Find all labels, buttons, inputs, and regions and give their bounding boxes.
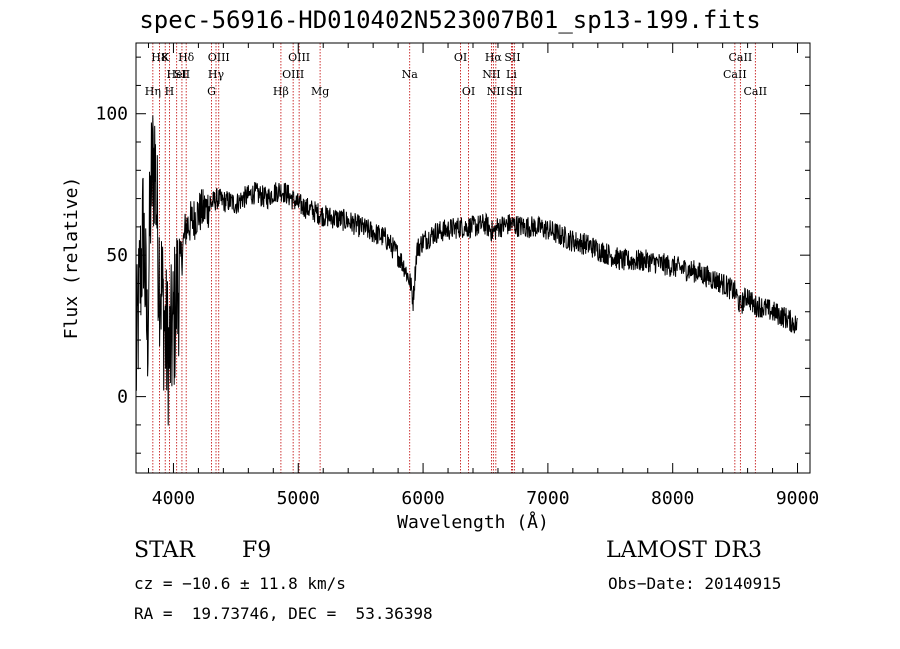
line-marker-label-22: SII	[506, 85, 522, 98]
survey-name: LAMOST DR3	[606, 538, 762, 563]
x-tick-label-2: 6000	[401, 488, 444, 509]
line-marker-label-7: G	[207, 85, 216, 98]
object-subclass: F9	[242, 538, 272, 563]
line-marker-label-12: OIII	[288, 51, 310, 64]
line-marker-label-15: OI	[454, 51, 467, 64]
line-marker-label-4: HeI	[166, 68, 186, 81]
line-marker-label-23: CaII	[723, 68, 747, 81]
line-marker-label-1: H8	[151, 51, 168, 64]
line-marker-label-20: Li	[506, 68, 517, 81]
line-marker-label-3: H	[165, 85, 175, 98]
line-marker-label-2: K	[161, 51, 170, 64]
object-class: STAR	[134, 538, 195, 563]
line-marker-label-24: CaII	[729, 51, 753, 64]
line-marker-label-16: OI	[462, 85, 475, 98]
x-tick-label-3: 7000	[526, 488, 569, 509]
x-tick-label-0: 4000	[152, 488, 195, 509]
line-marker-label-6: Hδ	[178, 51, 195, 64]
line-marker-label-5: SII	[174, 68, 190, 81]
x-tick-label-4: 8000	[651, 488, 694, 509]
line-marker-label-9: OIII	[208, 51, 230, 64]
line-marker-label-11: OIII	[282, 68, 304, 81]
x-axis-ticks: 4000 5000 6000 7000 8000 9000	[147, 43, 819, 509]
y-tick-label-1: 50	[106, 245, 128, 266]
x-tick-label-1: 5000	[277, 488, 320, 509]
y-axis-label: Flux (relative)	[61, 177, 82, 340]
line-marker-label-17: NII	[482, 68, 500, 81]
line-marker-label-25: CaII	[743, 85, 767, 98]
ra-dec: RA = 19.73746, DEC = 53.36398	[134, 604, 433, 623]
redshift-cz: cz = −10.6 ± 11.8 km/s	[134, 574, 346, 593]
line-marker-label-18: Hα	[485, 51, 503, 64]
y-tick-label-0: 0	[117, 387, 128, 408]
line-marker-label-19: NII	[487, 85, 505, 98]
y-axis-ticks: 0 50 100	[95, 56, 810, 454]
line-marker-label-14: Na	[402, 68, 419, 81]
line-marker-label-10: Hβ	[273, 85, 289, 98]
line-marker-labels: HηH8KHHeISIIHδGHγOIIIHβOIIIOIIIMgNaOIOIN…	[145, 51, 767, 98]
line-markers	[152, 43, 756, 473]
line-marker-label-0: Hη	[145, 85, 161, 98]
chart-title: spec-56916-HD010402N523007B01_sp13-199.f…	[139, 6, 761, 34]
line-marker-label-8: Hγ	[208, 68, 225, 81]
plot-frame	[135, 42, 811, 474]
observation-date: Obs−Date: 20140915	[608, 574, 782, 593]
line-marker-label-13: Mg	[311, 85, 329, 98]
x-tick-label-5: 9000	[776, 488, 819, 509]
x-axis-label: Wavelength (Å)	[397, 511, 549, 533]
spectrum-line	[135, 115, 798, 426]
line-marker-label-21: SII	[504, 51, 520, 64]
y-tick-label-2: 100	[95, 104, 128, 125]
